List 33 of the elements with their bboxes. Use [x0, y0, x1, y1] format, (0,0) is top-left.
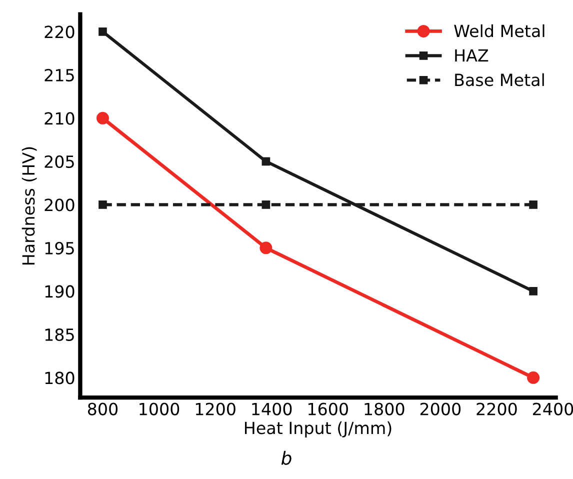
y-tick-label: 195 [45, 242, 74, 254]
legend-label: HAZ [455, 49, 488, 62]
x-axis-title: Heat Input (J/mm) [245, 421, 392, 438]
x-tick-label: 1800 [364, 402, 404, 416]
y-tick-label: 215 [44, 68, 74, 82]
x-tick-label: 2400 [533, 402, 573, 416]
x-tick-label: 1200 [196, 402, 236, 416]
point [96, 112, 109, 124]
point [529, 200, 538, 209]
x-tick-label: 800 [88, 402, 118, 416]
text: b [281, 450, 292, 465]
y-tick-label: 205 [44, 155, 74, 168]
y-tick-label: 200 [44, 198, 74, 212]
y-tick-label: 185 [45, 328, 74, 341]
legend-label: Base Metal [455, 73, 544, 86]
y-tick-label: 210 [44, 112, 74, 125]
x-tick-label: 1000 [140, 402, 180, 416]
point [260, 242, 272, 254]
point [262, 200, 270, 209]
y-tick-label: 190 [45, 285, 74, 298]
point [98, 28, 107, 36]
y-axis-title: Hardness (HV) [22, 147, 37, 264]
y-tick-label: 220 [44, 26, 74, 38]
point [98, 200, 107, 209]
legend-label: Weld Metal [454, 24, 544, 38]
point [529, 287, 538, 296]
point [527, 371, 540, 384]
point [262, 157, 270, 166]
x-tick-label: 2200 [476, 402, 517, 416]
x-tick-label: 1600 [308, 402, 348, 416]
x-tick-label: 2000 [420, 402, 461, 416]
x-tick-label: 1400 [252, 402, 292, 416]
y-tick-label: 180 [45, 372, 74, 384]
